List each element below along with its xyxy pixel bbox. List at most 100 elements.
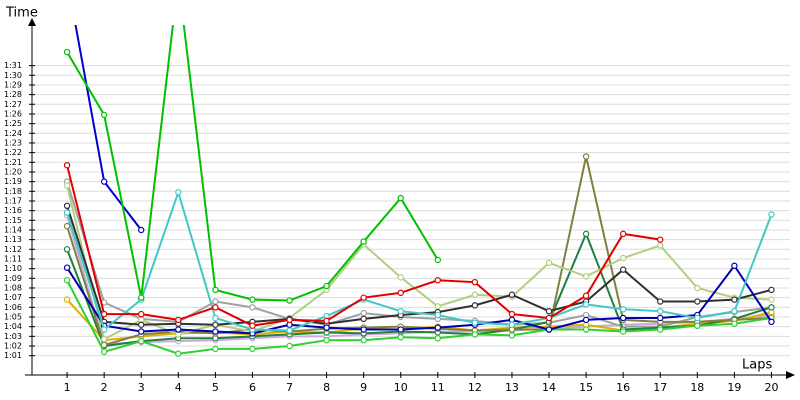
x-tick-label: 14	[542, 381, 556, 394]
point-marker	[360, 336, 367, 344]
point-marker	[100, 336, 108, 343]
x-tick-label: 10	[394, 381, 408, 394]
point-marker	[63, 277, 71, 284]
point-marker	[434, 335, 442, 342]
point-marker	[582, 153, 590, 160]
point-marker	[360, 294, 367, 301]
point-marker	[508, 332, 516, 339]
x-tick-label: 15	[579, 381, 593, 394]
y-tick-label: 1:05	[4, 312, 22, 321]
plot-area	[63, 25, 775, 357]
point-marker	[582, 316, 590, 324]
point-marker	[63, 48, 71, 56]
y-axis-label: Time	[5, 6, 38, 21]
point-marker	[657, 307, 664, 315]
y-tick-label: 1:01	[4, 351, 22, 360]
point-marker	[63, 182, 71, 189]
point-marker	[138, 294, 145, 301]
point-marker	[100, 111, 108, 119]
point-marker	[471, 291, 479, 298]
point-marker	[397, 307, 404, 315]
point-marker	[212, 321, 219, 328]
y-tick-label: 1:24	[4, 129, 22, 138]
y-tick-label: 1:28	[4, 90, 22, 99]
point-marker	[694, 314, 701, 322]
point-marker	[768, 296, 775, 303]
point-marker	[175, 189, 182, 196]
point-marker	[582, 292, 590, 299]
point-marker	[63, 161, 71, 169]
point-marker	[212, 304, 219, 311]
y-tick-label: 1:19	[4, 177, 22, 186]
point-marker	[508, 310, 516, 318]
x-tick-label: 6	[249, 381, 256, 394]
point-marker	[249, 304, 256, 311]
x-arrow	[786, 371, 795, 379]
point-marker	[657, 314, 664, 322]
point-marker	[545, 314, 553, 322]
point-marker	[694, 322, 701, 329]
point-marker	[434, 277, 442, 284]
point-marker	[545, 326, 553, 333]
point-marker	[360, 315, 367, 323]
point-marker	[768, 211, 775, 218]
y-tick-label: 1:10	[4, 264, 22, 273]
x-tick-label: 18	[690, 381, 704, 394]
y-tick-label: 1:25	[4, 119, 22, 128]
point-marker	[138, 310, 145, 318]
y-tick-label: 1:13	[4, 235, 22, 244]
point-marker	[619, 314, 627, 322]
point-marker	[768, 318, 775, 326]
x-tick-label: 12	[468, 381, 482, 394]
series-line	[66, 188, 773, 332]
point-marker	[138, 328, 145, 335]
x-tick-label: 1	[64, 381, 71, 394]
y-tick-label: 1:12	[4, 245, 22, 254]
point-marker	[657, 326, 664, 333]
y-tick-label: 1:07	[4, 293, 22, 302]
series-line	[66, 264, 773, 335]
point-marker	[619, 254, 627, 262]
point-marker	[731, 262, 738, 269]
x-tick-label: 20	[764, 381, 778, 394]
y-tick-label: 1:08	[4, 283, 22, 292]
point-marker	[657, 236, 664, 243]
point-marker	[471, 331, 479, 338]
y-tick-label: 1:17	[4, 196, 22, 205]
x-tick-label: 17	[653, 381, 667, 394]
point-marker	[212, 298, 219, 305]
point-marker	[63, 296, 71, 303]
y-tick-label: 1:31	[4, 61, 22, 70]
point-marker	[249, 345, 256, 353]
point-marker	[694, 298, 701, 305]
point-marker	[360, 238, 367, 245]
point-marker	[100, 178, 108, 185]
point-marker	[619, 266, 627, 273]
x-tick-label: 16	[616, 381, 630, 394]
y-tick-label: 1:15	[4, 216, 22, 225]
point-marker	[397, 289, 404, 297]
point-marker	[360, 326, 367, 333]
point-marker	[768, 286, 775, 294]
x-tick-label: 11	[431, 381, 445, 394]
x-axis-label: Laps	[742, 358, 772, 373]
point-marker	[508, 321, 516, 328]
point-marker	[768, 304, 775, 311]
point-marker	[249, 296, 256, 303]
y-tick-label: 1:02	[4, 341, 22, 350]
x-tick-label: 3	[138, 381, 145, 394]
point-marker	[63, 209, 71, 216]
point-marker	[212, 328, 219, 335]
y-tick-label: 1:16	[4, 206, 22, 215]
y-tick-label: 1:14	[4, 225, 22, 234]
point-marker	[63, 246, 71, 253]
y-tick-label: 1:03	[4, 332, 22, 341]
x-tick-label: 4	[175, 381, 182, 394]
point-marker	[582, 301, 590, 308]
x-tick-label: 8	[323, 381, 330, 394]
series-line	[66, 185, 772, 341]
y-tick-label: 1:18	[4, 187, 22, 196]
point-marker	[100, 348, 108, 355]
point-marker	[619, 328, 627, 335]
point-marker	[63, 264, 71, 271]
